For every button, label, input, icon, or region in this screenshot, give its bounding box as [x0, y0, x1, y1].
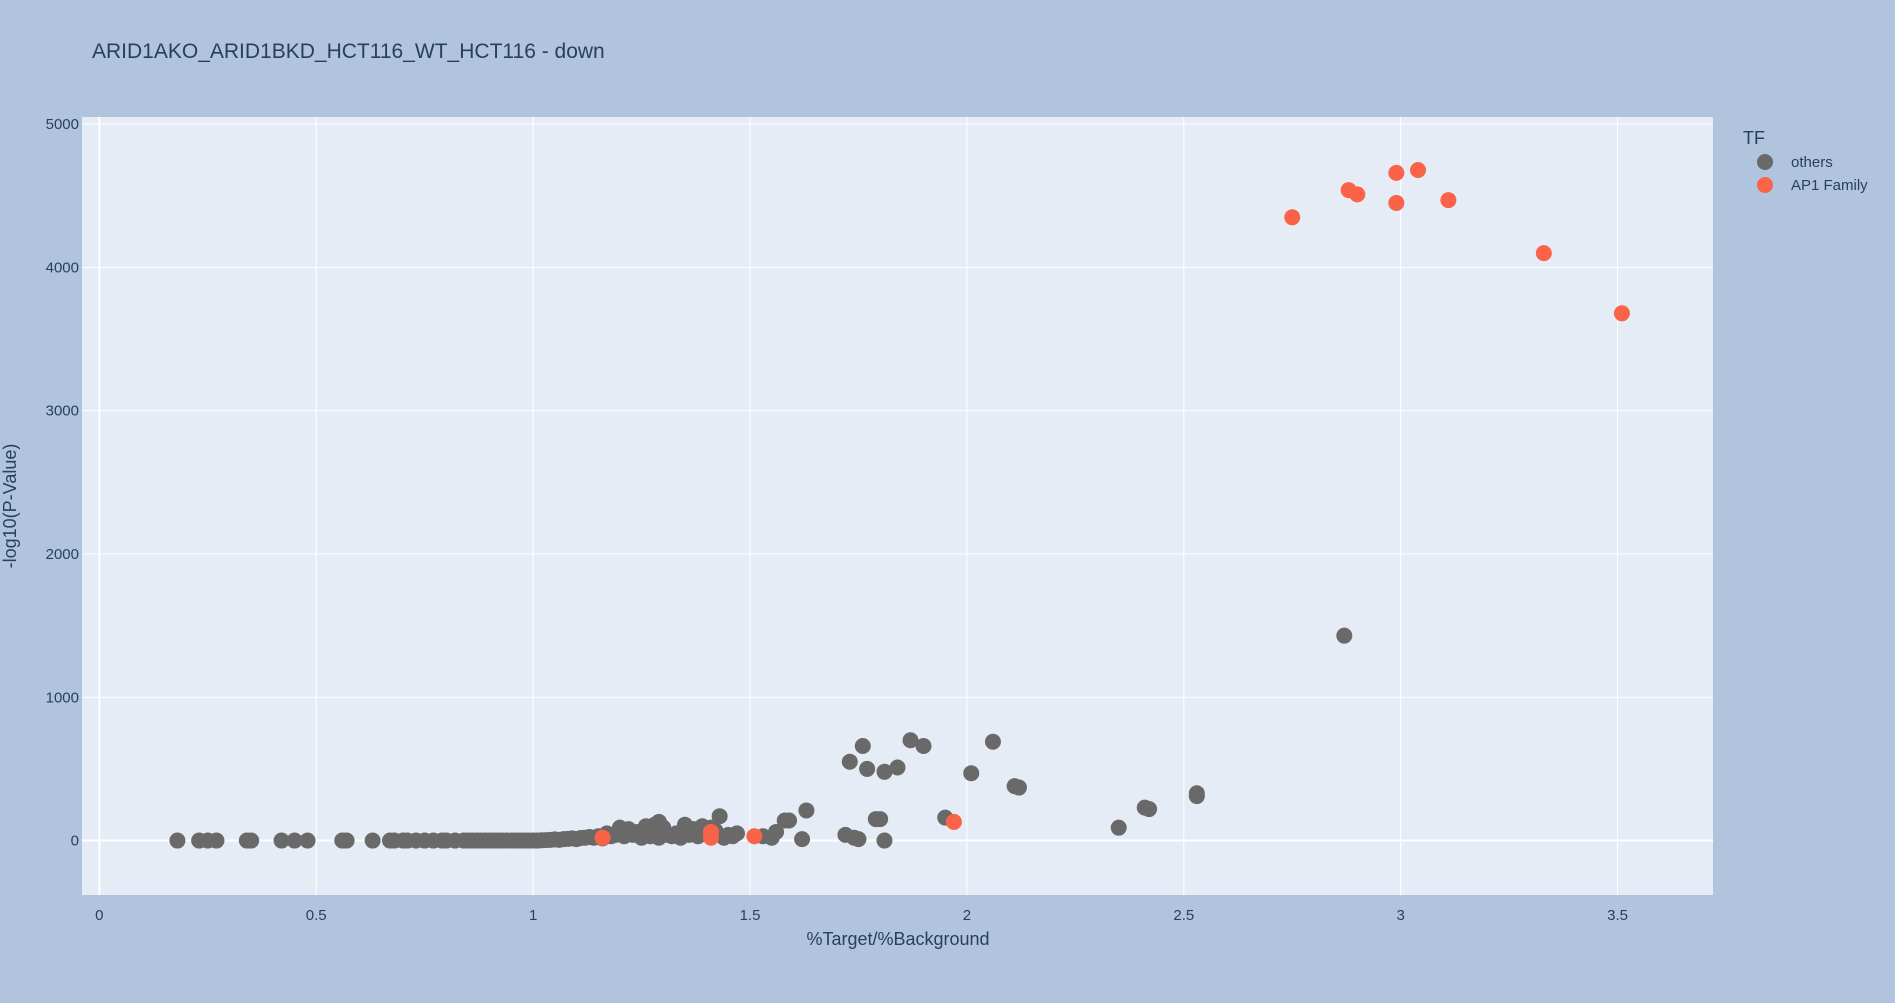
data-point — [1141, 801, 1158, 818]
y-axis-title: -log10(P-Value) — [0, 444, 20, 569]
data-point — [338, 832, 355, 849]
data-point — [1336, 627, 1353, 644]
x-tick-label: 3 — [1397, 907, 1405, 924]
data-point — [1010, 779, 1027, 796]
data-point — [963, 765, 980, 782]
data-point — [854, 737, 871, 754]
data-point — [711, 808, 728, 825]
data-point — [1410, 162, 1427, 179]
data-point — [768, 823, 785, 840]
legend: TF others AP1 Family — [1743, 128, 1868, 194]
data-point — [169, 832, 186, 849]
data-point — [1613, 305, 1630, 322]
y-tick-label: 5000 — [46, 116, 79, 133]
x-tick-label: 1.5 — [740, 907, 761, 924]
data-point — [1440, 192, 1457, 209]
legend-label: others — [1791, 154, 1833, 171]
data-point — [273, 832, 290, 849]
data-point — [850, 831, 867, 848]
data-point — [729, 825, 746, 842]
legend-marker — [1757, 154, 1773, 170]
data-point — [915, 737, 932, 754]
legend-title: TF — [1743, 128, 1765, 148]
x-tick-labels: 0 0.5 1 1.5 2 2.5 3 3.5 — [95, 907, 1628, 924]
series-ap1-family — [594, 162, 1630, 846]
chart-title: ARID1AKO_ARID1BKD_HCT116_WT_HCT116 - dow… — [92, 40, 605, 63]
data-point — [1110, 819, 1127, 836]
x-tick-label: 2 — [963, 907, 971, 924]
plot-background — [82, 117, 1713, 895]
data-point — [364, 832, 381, 849]
x-tick-label: 2.5 — [1173, 907, 1194, 924]
legend-label: AP1 Family — [1791, 177, 1868, 194]
data-point — [1284, 209, 1301, 226]
y-tick-label: 2000 — [46, 546, 79, 563]
data-point — [1388, 194, 1405, 211]
legend-marker — [1757, 177, 1773, 193]
y-tick-label: 3000 — [46, 403, 79, 420]
y-tick-label: 1000 — [46, 689, 79, 706]
data-point — [594, 829, 611, 846]
data-point — [299, 832, 316, 849]
y-tick-label: 0 — [71, 833, 79, 850]
data-point — [1388, 164, 1405, 181]
x-tick-label: 0.5 — [306, 907, 327, 924]
data-point — [746, 828, 763, 845]
data-point — [1535, 245, 1552, 262]
x-axis-title: %Target/%Background — [806, 929, 989, 949]
series-others — [169, 627, 1353, 849]
data-point — [841, 753, 858, 770]
data-point — [945, 813, 962, 830]
data-point — [889, 759, 906, 776]
data-point — [1349, 186, 1366, 203]
gridlines — [82, 117, 1713, 895]
x-tick-label: 1 — [529, 907, 537, 924]
data-point — [859, 760, 876, 777]
data-points — [169, 162, 1630, 849]
data-point — [286, 832, 303, 849]
y-tick-labels: 0 1000 2000 3000 4000 5000 — [46, 116, 79, 849]
data-point — [781, 812, 798, 829]
data-point — [1188, 785, 1205, 802]
data-point — [208, 832, 225, 849]
data-point — [798, 802, 815, 819]
data-point — [984, 733, 1001, 750]
data-point — [876, 763, 893, 780]
data-point — [872, 811, 889, 828]
data-point — [243, 832, 260, 849]
y-tick-label: 4000 — [46, 259, 79, 276]
data-point — [794, 831, 811, 848]
data-point — [902, 732, 919, 749]
data-point — [876, 832, 893, 849]
x-tick-label: 3.5 — [1607, 907, 1628, 924]
x-tick-label: 0 — [95, 907, 103, 924]
data-point — [702, 829, 719, 846]
